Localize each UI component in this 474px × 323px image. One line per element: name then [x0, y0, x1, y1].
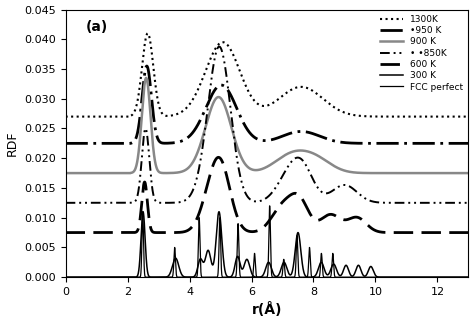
• •850K	[325, 191, 330, 195]
•950 K	[217, 83, 222, 87]
• •850K	[63, 201, 68, 205]
• •850K	[216, 45, 222, 48]
600 K	[216, 155, 221, 159]
600 K	[325, 213, 330, 217]
900 K	[465, 171, 471, 175]
Line: FCC perfect: FCC perfect	[65, 206, 468, 277]
300 K	[304, 275, 310, 279]
1300K	[217, 41, 222, 45]
600 K	[63, 231, 68, 234]
•950 K	[304, 130, 310, 134]
300 K	[394, 275, 400, 279]
• •850K	[394, 201, 400, 205]
FCC perfect	[217, 221, 222, 225]
600 K	[136, 225, 142, 229]
300 K	[465, 275, 471, 279]
900 K	[143, 76, 149, 80]
1300K	[63, 115, 68, 119]
600 K	[465, 231, 471, 234]
•950 K	[325, 137, 330, 141]
300 K	[216, 210, 222, 214]
600 K	[394, 231, 400, 234]
FCC perfect	[304, 275, 310, 279]
1300K	[136, 92, 142, 96]
600 K	[217, 156, 222, 160]
Line: 600 K: 600 K	[65, 157, 468, 233]
FCC perfect	[325, 275, 330, 279]
Line: 300 K: 300 K	[65, 212, 468, 277]
900 K	[325, 160, 330, 164]
Line: 900 K: 900 K	[65, 78, 468, 173]
FCC perfect	[394, 275, 400, 279]
900 K	[364, 171, 369, 175]
300 K	[136, 268, 142, 272]
900 K	[136, 149, 142, 153]
1300K	[304, 86, 310, 90]
Line: • •850K: • •850K	[65, 47, 468, 203]
Line: •950 K: •950 K	[65, 66, 468, 143]
FCC perfect	[364, 275, 369, 279]
600 K	[304, 207, 310, 211]
FCC perfect	[267, 204, 273, 208]
FCC perfect	[465, 275, 471, 279]
300 K	[325, 273, 330, 277]
• •850K	[217, 45, 222, 48]
300 K	[63, 275, 68, 279]
Y-axis label: RDF: RDF	[6, 130, 18, 156]
•950 K	[136, 124, 142, 128]
1300K	[394, 115, 400, 119]
1300K	[465, 115, 471, 119]
FCC perfect	[63, 275, 68, 279]
• •850K	[304, 166, 310, 170]
Text: (a): (a)	[86, 20, 108, 34]
Line: 1300K: 1300K	[65, 33, 468, 117]
900 K	[304, 150, 310, 153]
•950 K	[144, 64, 150, 68]
• •850K	[136, 187, 142, 191]
•950 K	[364, 141, 369, 145]
•950 K	[63, 141, 68, 145]
FCC perfect	[136, 275, 142, 279]
300 K	[364, 273, 369, 277]
900 K	[217, 95, 222, 99]
300 K	[217, 211, 222, 215]
1300K	[364, 114, 369, 118]
• •850K	[364, 197, 369, 201]
•950 K	[394, 141, 400, 145]
600 K	[364, 222, 369, 225]
1300K	[145, 31, 151, 35]
900 K	[63, 171, 68, 175]
•950 K	[465, 141, 471, 145]
X-axis label: r(Å): r(Å)	[252, 302, 282, 318]
Legend: 1300K, •950 K, 900 K, • •850K, 600 K, 300 K, FCC perfect: 1300K, •950 K, 900 K, • •850K, 600 K, 30…	[376, 11, 466, 95]
1300K	[325, 100, 330, 104]
900 K	[394, 171, 400, 175]
• •850K	[465, 201, 471, 205]
